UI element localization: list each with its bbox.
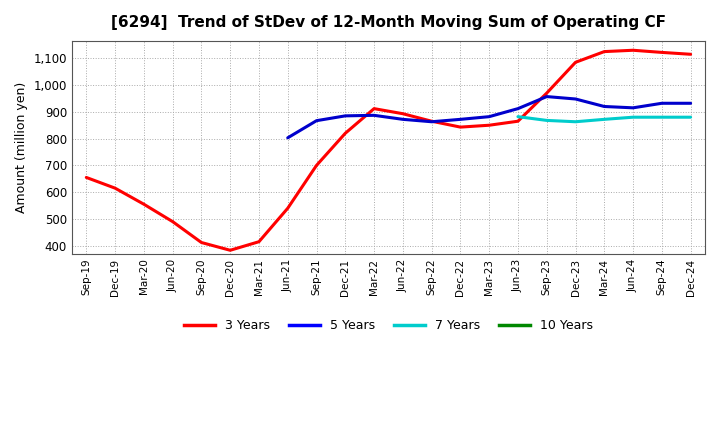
Legend: 3 Years, 5 Years, 7 Years, 10 Years: 3 Years, 5 Years, 7 Years, 10 Years: [179, 314, 598, 337]
Title: [6294]  Trend of StDev of 12-Month Moving Sum of Operating CF: [6294] Trend of StDev of 12-Month Moving…: [111, 15, 666, 30]
Y-axis label: Amount (million yen): Amount (million yen): [15, 82, 28, 213]
